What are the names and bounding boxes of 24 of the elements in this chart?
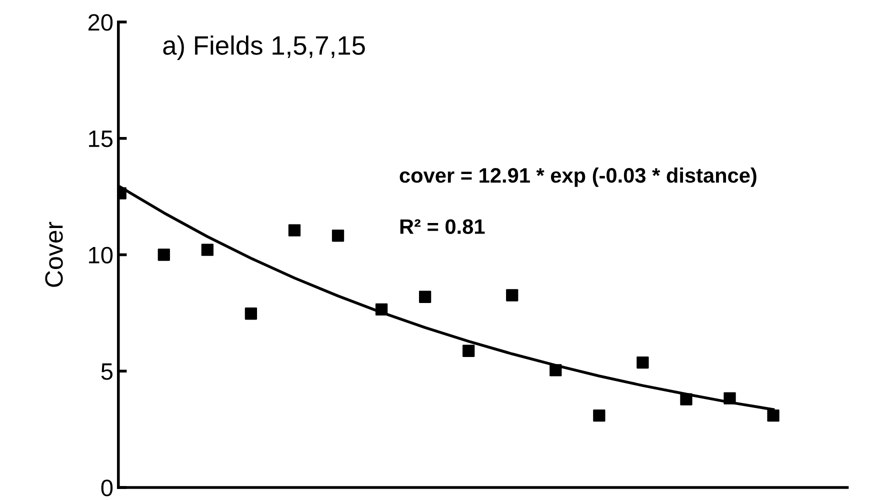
point xyxy=(244,308,258,320)
point xyxy=(375,303,388,316)
point xyxy=(506,289,518,302)
point xyxy=(418,290,432,303)
point xyxy=(201,244,214,256)
y-tick-label: 20 xyxy=(88,14,113,31)
point xyxy=(462,344,475,357)
point xyxy=(593,410,606,422)
point xyxy=(680,393,692,406)
annotation: cover = 12.91 * exp (-0.03 * distance) xyxy=(400,168,756,187)
point xyxy=(158,248,170,261)
point xyxy=(636,356,649,369)
y-tick-label: 15 xyxy=(89,130,113,148)
y-tick-label: 0 xyxy=(101,480,113,496)
y-tick-label: 5 xyxy=(101,363,113,380)
point xyxy=(767,410,780,422)
y-axis-title: Cover xyxy=(45,222,63,287)
chart-title: a) Fields 1,5,7,15 xyxy=(163,35,365,60)
point xyxy=(550,364,562,376)
annotation: R² = 0.81 xyxy=(400,219,485,234)
point xyxy=(288,224,301,236)
y-tick-label: 10 xyxy=(89,246,113,264)
point xyxy=(332,230,344,242)
point xyxy=(724,392,736,404)
